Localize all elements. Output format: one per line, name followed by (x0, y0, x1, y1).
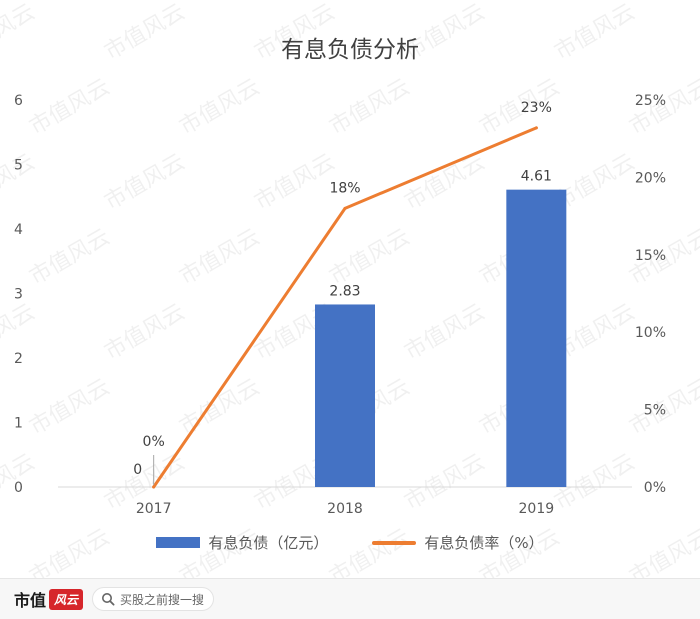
footer-bar: 市值 风云 买股之前搜一搜 (0, 579, 700, 619)
y-left-tick-label: 1 (14, 416, 23, 432)
legend-swatch-bar (156, 537, 201, 548)
search-icon (102, 593, 115, 606)
chart-card: 市值风云 市值风云 市值风云 市值风云 市值风云 市值风云 市值风云 市值风云 市值风云 市值风云… (0, 0, 700, 579)
y-left-tick-label: 3 (14, 287, 23, 303)
legend-item-debt[interactable]: 有息负债（亿元） (156, 532, 328, 553)
search-placeholder: 买股之前搜一搜 (120, 592, 205, 607)
bar-data-label: 4.61 (521, 169, 552, 185)
chart-plot: 0 1 2 3 4 5 6 0% 5% 10% 15% 20% 25% 2017 2018 2019 0 2.83… (14, 93, 666, 517)
y-right-tick-label: 0% (644, 480, 666, 496)
bar-data-label: 0 (133, 462, 142, 478)
legend-label-debt: 有息负债（亿元） (208, 534, 329, 552)
logo-text: 市值 (14, 591, 47, 610)
legend-label-debt-ratio: 有息负债率（%） (424, 534, 544, 552)
line-data-label: 18% (329, 180, 360, 196)
chart-title: 有息负债分析 (281, 37, 419, 63)
y-left-tick-label: 0 (14, 480, 23, 496)
legend-swatch-line (372, 540, 417, 545)
brand-logo[interactable]: 市值 风云 (14, 587, 84, 611)
y-right-tick-label: 25% (635, 93, 666, 109)
y-left-tick-label: 2 (14, 351, 23, 367)
y-right-tick-label: 10% (635, 325, 666, 341)
y-right-tick-label: 20% (635, 170, 666, 186)
logo-badge: 风云 (49, 588, 84, 610)
x-tick-label: 2019 (519, 501, 555, 517)
y-left-tick-label: 5 (14, 158, 23, 174)
y-left-tick-label: 4 (14, 222, 23, 238)
x-tick-label: 2017 (136, 501, 172, 517)
line-data-label: 23% (521, 100, 552, 116)
search-box[interactable]: 买股之前搜一搜 (92, 587, 214, 611)
bar (506, 189, 567, 487)
y-right-tick-label: 15% (635, 248, 666, 264)
bar (315, 304, 375, 487)
line-point (152, 485, 156, 489)
line-point (534, 126, 538, 130)
line-data-label: 0% (143, 434, 165, 450)
line-point (343, 206, 347, 210)
bar-data-label: 2.83 (329, 283, 360, 299)
chart-legend: 有息负债（亿元） 有息负债率（%） (0, 532, 700, 553)
y-left-tick-label: 6 (14, 93, 23, 109)
x-tick-label: 2018 (327, 501, 363, 517)
legend-item-debt-ratio[interactable]: 有息负债率（%） (372, 532, 544, 553)
y-right-tick-label: 5% (644, 403, 666, 419)
